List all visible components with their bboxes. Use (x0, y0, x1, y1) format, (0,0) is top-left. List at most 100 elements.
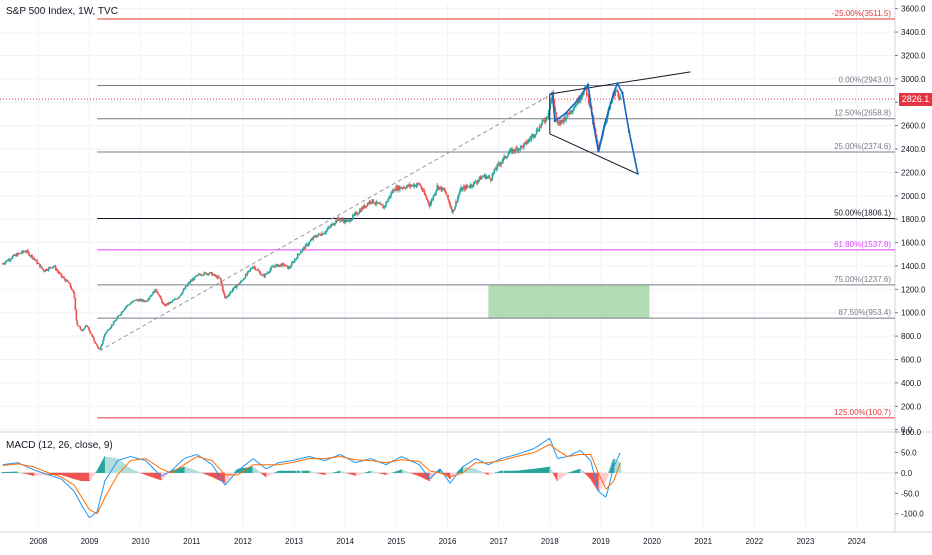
price-tick-label: 3200.0 (901, 51, 926, 60)
projection-point (592, 122, 595, 125)
macd-hist-bar (438, 469, 441, 473)
candle-body (336, 220, 338, 222)
macd-hist-bar (474, 468, 477, 473)
candle-body (457, 196, 459, 202)
macd-hist-bar (522, 469, 525, 473)
macd-hist-bar (529, 469, 532, 473)
candle-body (75, 309, 78, 321)
macd-hist-bar (79, 472, 82, 481)
time-tick-label: 2020 (643, 537, 661, 546)
macd-hist-bar (573, 470, 575, 473)
fib-level-label: 12.50%(2658.8) (834, 109, 891, 118)
macd-hist-bar (212, 472, 214, 478)
macd-hist-bar (73, 472, 76, 480)
macd-hist-bar (277, 471, 279, 473)
macd-hist-bar (526, 469, 529, 473)
candle-body (281, 263, 283, 267)
macd-hist-bar (408, 472, 411, 474)
candle-body (554, 107, 557, 113)
macd-hist-bar (34, 472, 36, 476)
macd-hist-bar (534, 468, 537, 473)
macd-hist-bar (334, 472, 336, 473)
macd-hist-bar (483, 472, 486, 474)
candle-body (441, 187, 443, 191)
macd-hist-bar (520, 470, 523, 473)
macd-hist-bar (370, 470, 373, 473)
candle-body (314, 236, 317, 237)
candle-body (468, 187, 471, 188)
candle-body (69, 283, 72, 287)
candle-body (64, 279, 67, 282)
candle-body (464, 185, 467, 190)
candle-body (308, 241, 311, 245)
macd-hist-bar (396, 471, 398, 473)
macd-hist-bar (65, 472, 68, 477)
macd-hist-bar (26, 472, 29, 475)
macd-hist-bar (572, 471, 574, 473)
macd-hist-bar (121, 462, 124, 473)
candle-body (309, 240, 312, 242)
candle-body (180, 293, 183, 295)
candle-body (447, 194, 449, 200)
macd-hist-bar (407, 472, 410, 473)
candle-body (235, 285, 238, 288)
macd-hist-bar (485, 472, 488, 474)
macd-hist-bar (603, 472, 606, 484)
candle-body (499, 164, 502, 165)
macd-line (2, 437, 621, 518)
macd-hist-bar (39, 472, 41, 476)
macd-hist-bar (618, 461, 621, 473)
macd-hist-bar (363, 472, 366, 474)
candle-body (60, 274, 63, 277)
candle-body (67, 281, 70, 283)
candle-body (10, 258, 13, 260)
candle-body (65, 279, 68, 282)
macd-hist-bar (104, 456, 107, 473)
macd-hist-bar (543, 467, 546, 473)
candle-body (618, 96, 621, 100)
candle-body (585, 87, 588, 95)
macd-hist-bar (535, 468, 538, 473)
candle-body (392, 189, 394, 193)
macd-hist-bar (205, 472, 208, 475)
candle-body (68, 282, 71, 284)
time-tick-label: 2014 (336, 537, 354, 546)
candle-body (221, 282, 223, 287)
trend-line (99, 93, 553, 352)
macd-hist-bar (278, 470, 280, 473)
macd-signal-line (2, 443, 621, 515)
macd-hist-bar (358, 472, 361, 475)
macd-hist-bar (392, 472, 394, 474)
macd-hist-bar (439, 469, 442, 473)
candle-body (279, 264, 281, 266)
macd-hist-bar (195, 470, 198, 473)
macd-hist-bar (247, 467, 250, 473)
macd-hist-bar (484, 472, 487, 474)
macd-hist-bar (413, 472, 416, 475)
macd-hist-bar (544, 467, 547, 473)
macd-hist-bar (261, 472, 264, 474)
macd-hist-bar (208, 472, 210, 476)
candle-body (438, 187, 441, 190)
candle-body (615, 90, 618, 92)
macd-hist-bar (149, 472, 151, 477)
macd-hist-bar (230, 472, 233, 476)
macd-hist-bar (131, 469, 134, 473)
macd-hist-bar (199, 472, 202, 473)
macd-hist-bar (492, 472, 495, 474)
candle-body (242, 278, 245, 281)
candle-body (328, 227, 330, 228)
macd-hist-bar (568, 472, 570, 473)
candle-body (98, 348, 100, 349)
candle-body (203, 272, 205, 275)
candle-body (176, 298, 179, 299)
candle-body (513, 149, 515, 152)
candle-body (528, 138, 531, 140)
time-tick-label: 2013 (285, 537, 303, 546)
macd-hist-bar (320, 472, 323, 474)
candle-body (420, 186, 423, 190)
candle-body (619, 96, 622, 100)
candle-body (212, 274, 214, 276)
macd-hist-bar (404, 471, 407, 473)
macd-hist-bar (384, 472, 387, 475)
